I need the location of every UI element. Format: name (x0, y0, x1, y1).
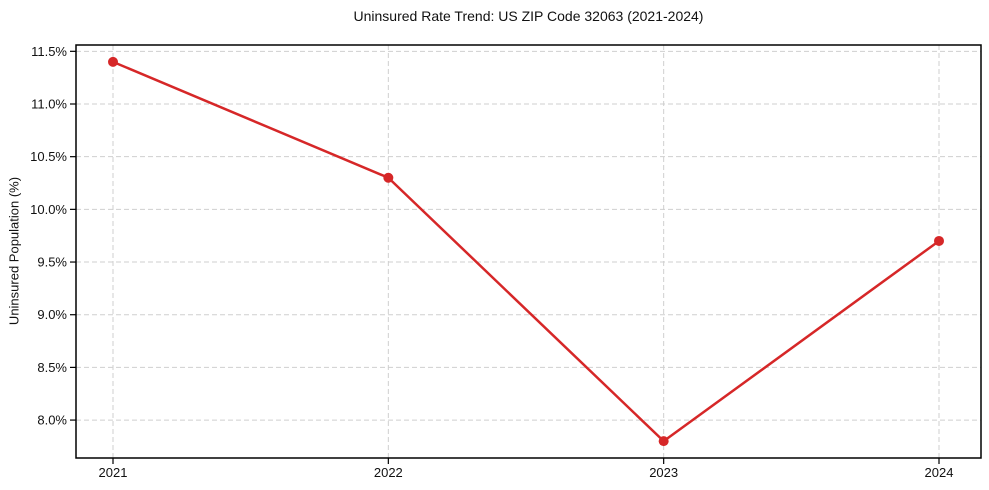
trend-line (111, 60, 941, 443)
plot-frame (75, 44, 982, 459)
y-tick-label: 8.5% (37, 360, 67, 375)
data-point-marker (934, 235, 944, 246)
y-tick-label: 10.5% (30, 149, 67, 164)
data-point-marker (383, 172, 394, 183)
x-tick-label: 2023 (649, 465, 678, 480)
data-point-marker (658, 436, 669, 447)
y-axis-label: Uninsured Population (%) (6, 176, 22, 326)
x-tick-label: 2022 (374, 465, 403, 480)
y-tick-label: 11.0% (31, 97, 67, 112)
data-point-marker (108, 56, 118, 67)
y-tick-label: 10.0% (30, 202, 67, 217)
x-tick-label: 2024 (925, 465, 954, 480)
y-tick-label: 9.0% (37, 307, 67, 322)
y-tick-label: 8.0% (37, 413, 67, 428)
x-tick-label: 2021 (99, 465, 128, 480)
y-tick-label: 9.5% (37, 255, 67, 270)
y-tick-label: 11.5% (31, 44, 67, 59)
chart-title: Uninsured Rate Trend: US ZIP Code 32063 … (353, 8, 704, 24)
